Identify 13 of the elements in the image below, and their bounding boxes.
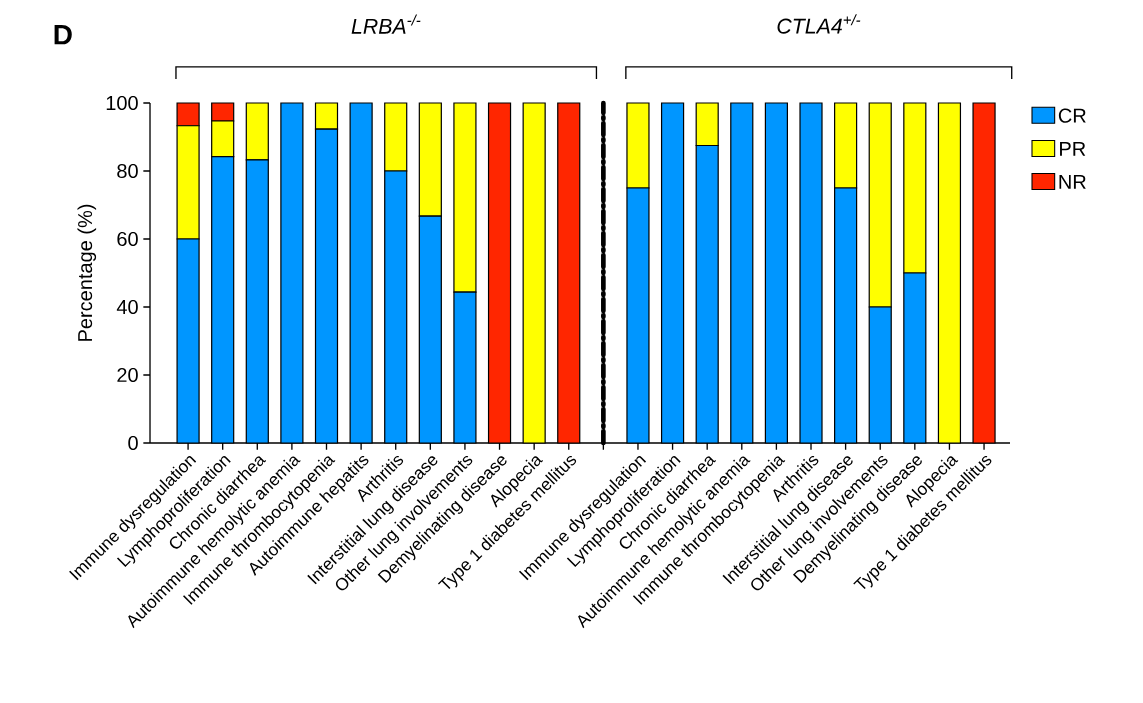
text: D — [54, 25, 72, 45]
text: LRBA$^{-/-}$ — [351, 14, 421, 34]
text: CTLA4$^{+/-}$ — [777, 14, 861, 34]
legend-label: PR — [1060, 141, 1086, 156]
y-tick-label: 20 — [117, 367, 138, 383]
y-tick-label: 60 — [117, 231, 138, 247]
y-tick-label: 0 — [128, 435, 138, 451]
y-tick-label: 80 — [117, 163, 138, 179]
legend-label: CR — [1058, 108, 1086, 123]
y-tick-label: 100 — [106, 95, 138, 111]
y-tick-label: 40 — [116, 299, 138, 315]
legend-label: NR — [1059, 174, 1086, 189]
y-axis-title: Percentage (%) — [77, 204, 97, 341]
